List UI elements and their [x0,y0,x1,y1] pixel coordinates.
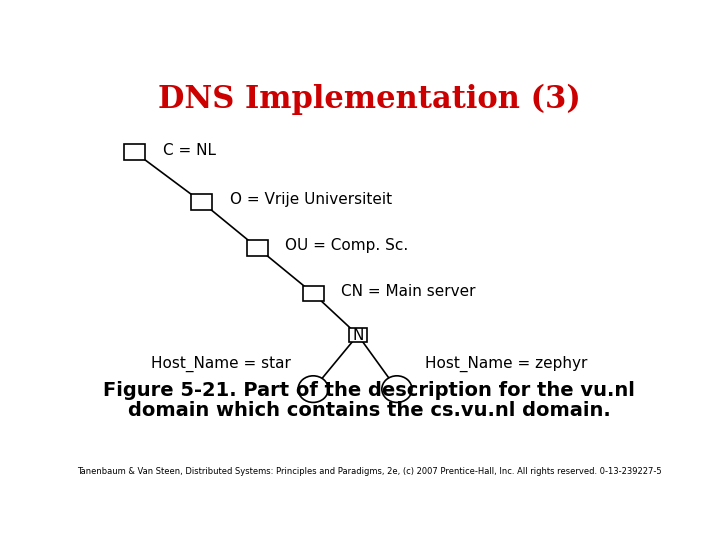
Bar [302,286,324,301]
Bar [124,144,145,160]
Bar [247,240,268,255]
Text: Host_Name = star: Host_Name = star [151,356,291,373]
Bar [349,328,366,342]
Text: O = Vrije Universiteit: O = Vrije Universiteit [230,192,392,207]
Text: CN = Main server: CN = Main server [341,284,476,299]
Ellipse shape [298,376,328,402]
Ellipse shape [382,376,412,402]
Text: OU = Comp. Sc.: OU = Comp. Sc. [285,238,408,253]
Bar [191,194,212,210]
Text: Tanenbaum & Van Steen, Distributed Systems: Principles and Paradigms, 2e, (c) 20: Tanenbaum & Van Steen, Distributed Syste… [77,467,661,476]
Text: Figure 5-21. Part of the description for the vu.nl: Figure 5-21. Part of the description for… [103,381,635,400]
Text: Host_Name = zephyr: Host_Name = zephyr [425,356,588,373]
Text: domain which contains the cs.vu.nl domain.: domain which contains the cs.vu.nl domai… [127,401,611,420]
Text: C = NL: C = NL [163,143,215,158]
Text: DNS Implementation (3): DNS Implementation (3) [158,84,580,114]
Text: N: N [352,328,364,342]
